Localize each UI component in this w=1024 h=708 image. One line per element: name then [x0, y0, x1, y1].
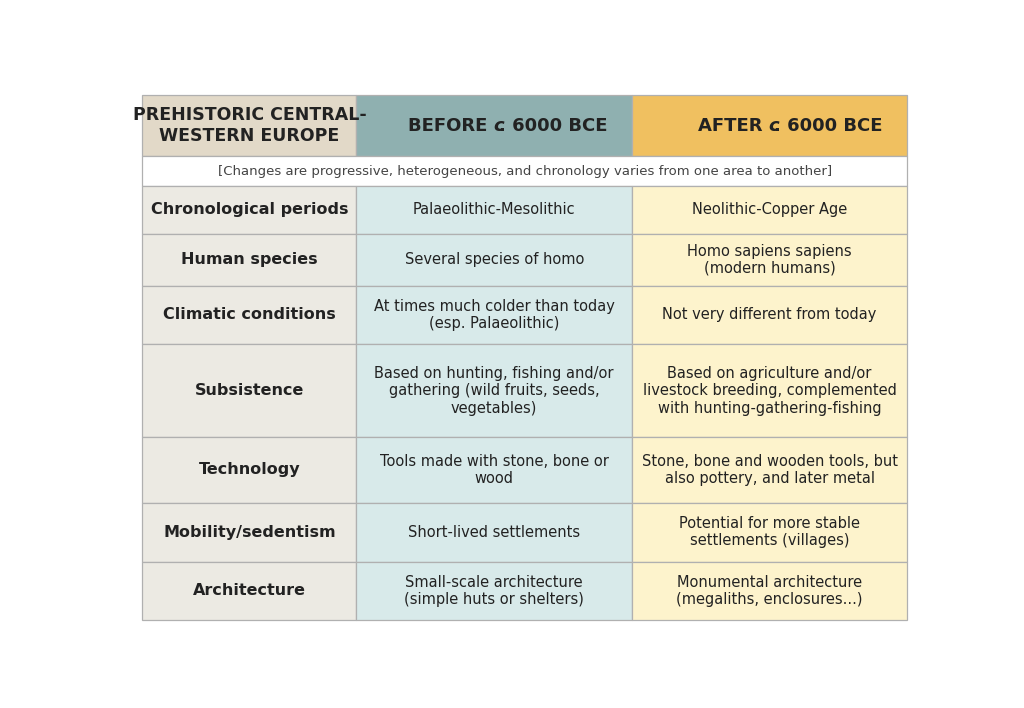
Text: Chronological periods: Chronological periods [151, 202, 348, 217]
FancyBboxPatch shape [356, 95, 632, 156]
Text: Not very different from today: Not very different from today [663, 307, 877, 322]
Text: Architecture: Architecture [193, 583, 306, 598]
Text: Short-lived settlements: Short-lived settlements [409, 525, 581, 539]
Text: Human species: Human species [181, 252, 317, 268]
FancyBboxPatch shape [142, 437, 356, 503]
FancyBboxPatch shape [632, 561, 907, 620]
Text: At times much colder than today
(esp. Palaeolithic): At times much colder than today (esp. Pa… [374, 299, 614, 331]
FancyBboxPatch shape [142, 285, 356, 344]
Text: Tools made with stone, bone or
wood: Tools made with stone, bone or wood [380, 454, 608, 486]
Text: AFTER: AFTER [698, 117, 769, 135]
FancyBboxPatch shape [142, 503, 356, 561]
FancyBboxPatch shape [356, 561, 632, 620]
Text: . 6000 BCE: . 6000 BCE [774, 117, 883, 135]
FancyBboxPatch shape [632, 437, 907, 503]
Text: Monumental architecture
(megaliths, enclosures...): Monumental architecture (megaliths, encl… [677, 575, 863, 607]
FancyBboxPatch shape [142, 561, 356, 620]
Text: Based on agriculture and/or
livestock breeding, complemented
with hunting-gather: Based on agriculture and/or livestock br… [643, 366, 897, 416]
FancyBboxPatch shape [356, 503, 632, 561]
FancyBboxPatch shape [632, 185, 907, 234]
FancyBboxPatch shape [356, 285, 632, 344]
FancyBboxPatch shape [356, 234, 632, 285]
FancyBboxPatch shape [356, 185, 632, 234]
FancyBboxPatch shape [142, 234, 356, 285]
Text: BEFORE: BEFORE [408, 117, 494, 135]
FancyBboxPatch shape [142, 185, 356, 234]
Text: Neolithic-Copper Age: Neolithic-Copper Age [692, 202, 847, 217]
Text: c: c [494, 117, 504, 135]
Text: c: c [769, 117, 779, 135]
Text: Small-scale architecture
(simple huts or shelters): Small-scale architecture (simple huts or… [404, 575, 584, 607]
Text: Several species of homo: Several species of homo [404, 252, 584, 268]
FancyBboxPatch shape [632, 285, 907, 344]
FancyBboxPatch shape [142, 156, 907, 185]
Text: Potential for more stable
settlements (villages): Potential for more stable settlements (v… [679, 516, 860, 549]
FancyBboxPatch shape [356, 344, 632, 437]
Text: Stone, bone and wooden tools, but
also pottery, and later metal: Stone, bone and wooden tools, but also p… [642, 454, 898, 486]
FancyBboxPatch shape [632, 344, 907, 437]
Text: PREHISTORIC CENTRAL-
WESTERN EUROPE: PREHISTORIC CENTRAL- WESTERN EUROPE [132, 106, 367, 145]
Text: Homo sapiens sapiens
(modern humans): Homo sapiens sapiens (modern humans) [687, 244, 852, 276]
Text: Based on hunting, fishing and/or
gathering (wild fruits, seeds,
vegetables): Based on hunting, fishing and/or gatheri… [375, 366, 614, 416]
Text: [Changes are progressive, heterogeneous, and chronology varies from one area to : [Changes are progressive, heterogeneous,… [218, 164, 831, 178]
Text: Mobility/sedentism: Mobility/sedentism [163, 525, 336, 539]
Text: Subsistence: Subsistence [195, 383, 304, 398]
Text: Climatic conditions: Climatic conditions [163, 307, 336, 322]
FancyBboxPatch shape [356, 437, 632, 503]
FancyBboxPatch shape [632, 95, 907, 156]
Text: Technology: Technology [199, 462, 300, 477]
FancyBboxPatch shape [142, 95, 356, 156]
Text: Palaeolithic-Mesolithic: Palaeolithic-Mesolithic [413, 202, 575, 217]
FancyBboxPatch shape [142, 344, 356, 437]
FancyBboxPatch shape [632, 503, 907, 561]
FancyBboxPatch shape [632, 234, 907, 285]
Text: . 6000 BCE: . 6000 BCE [499, 117, 607, 135]
